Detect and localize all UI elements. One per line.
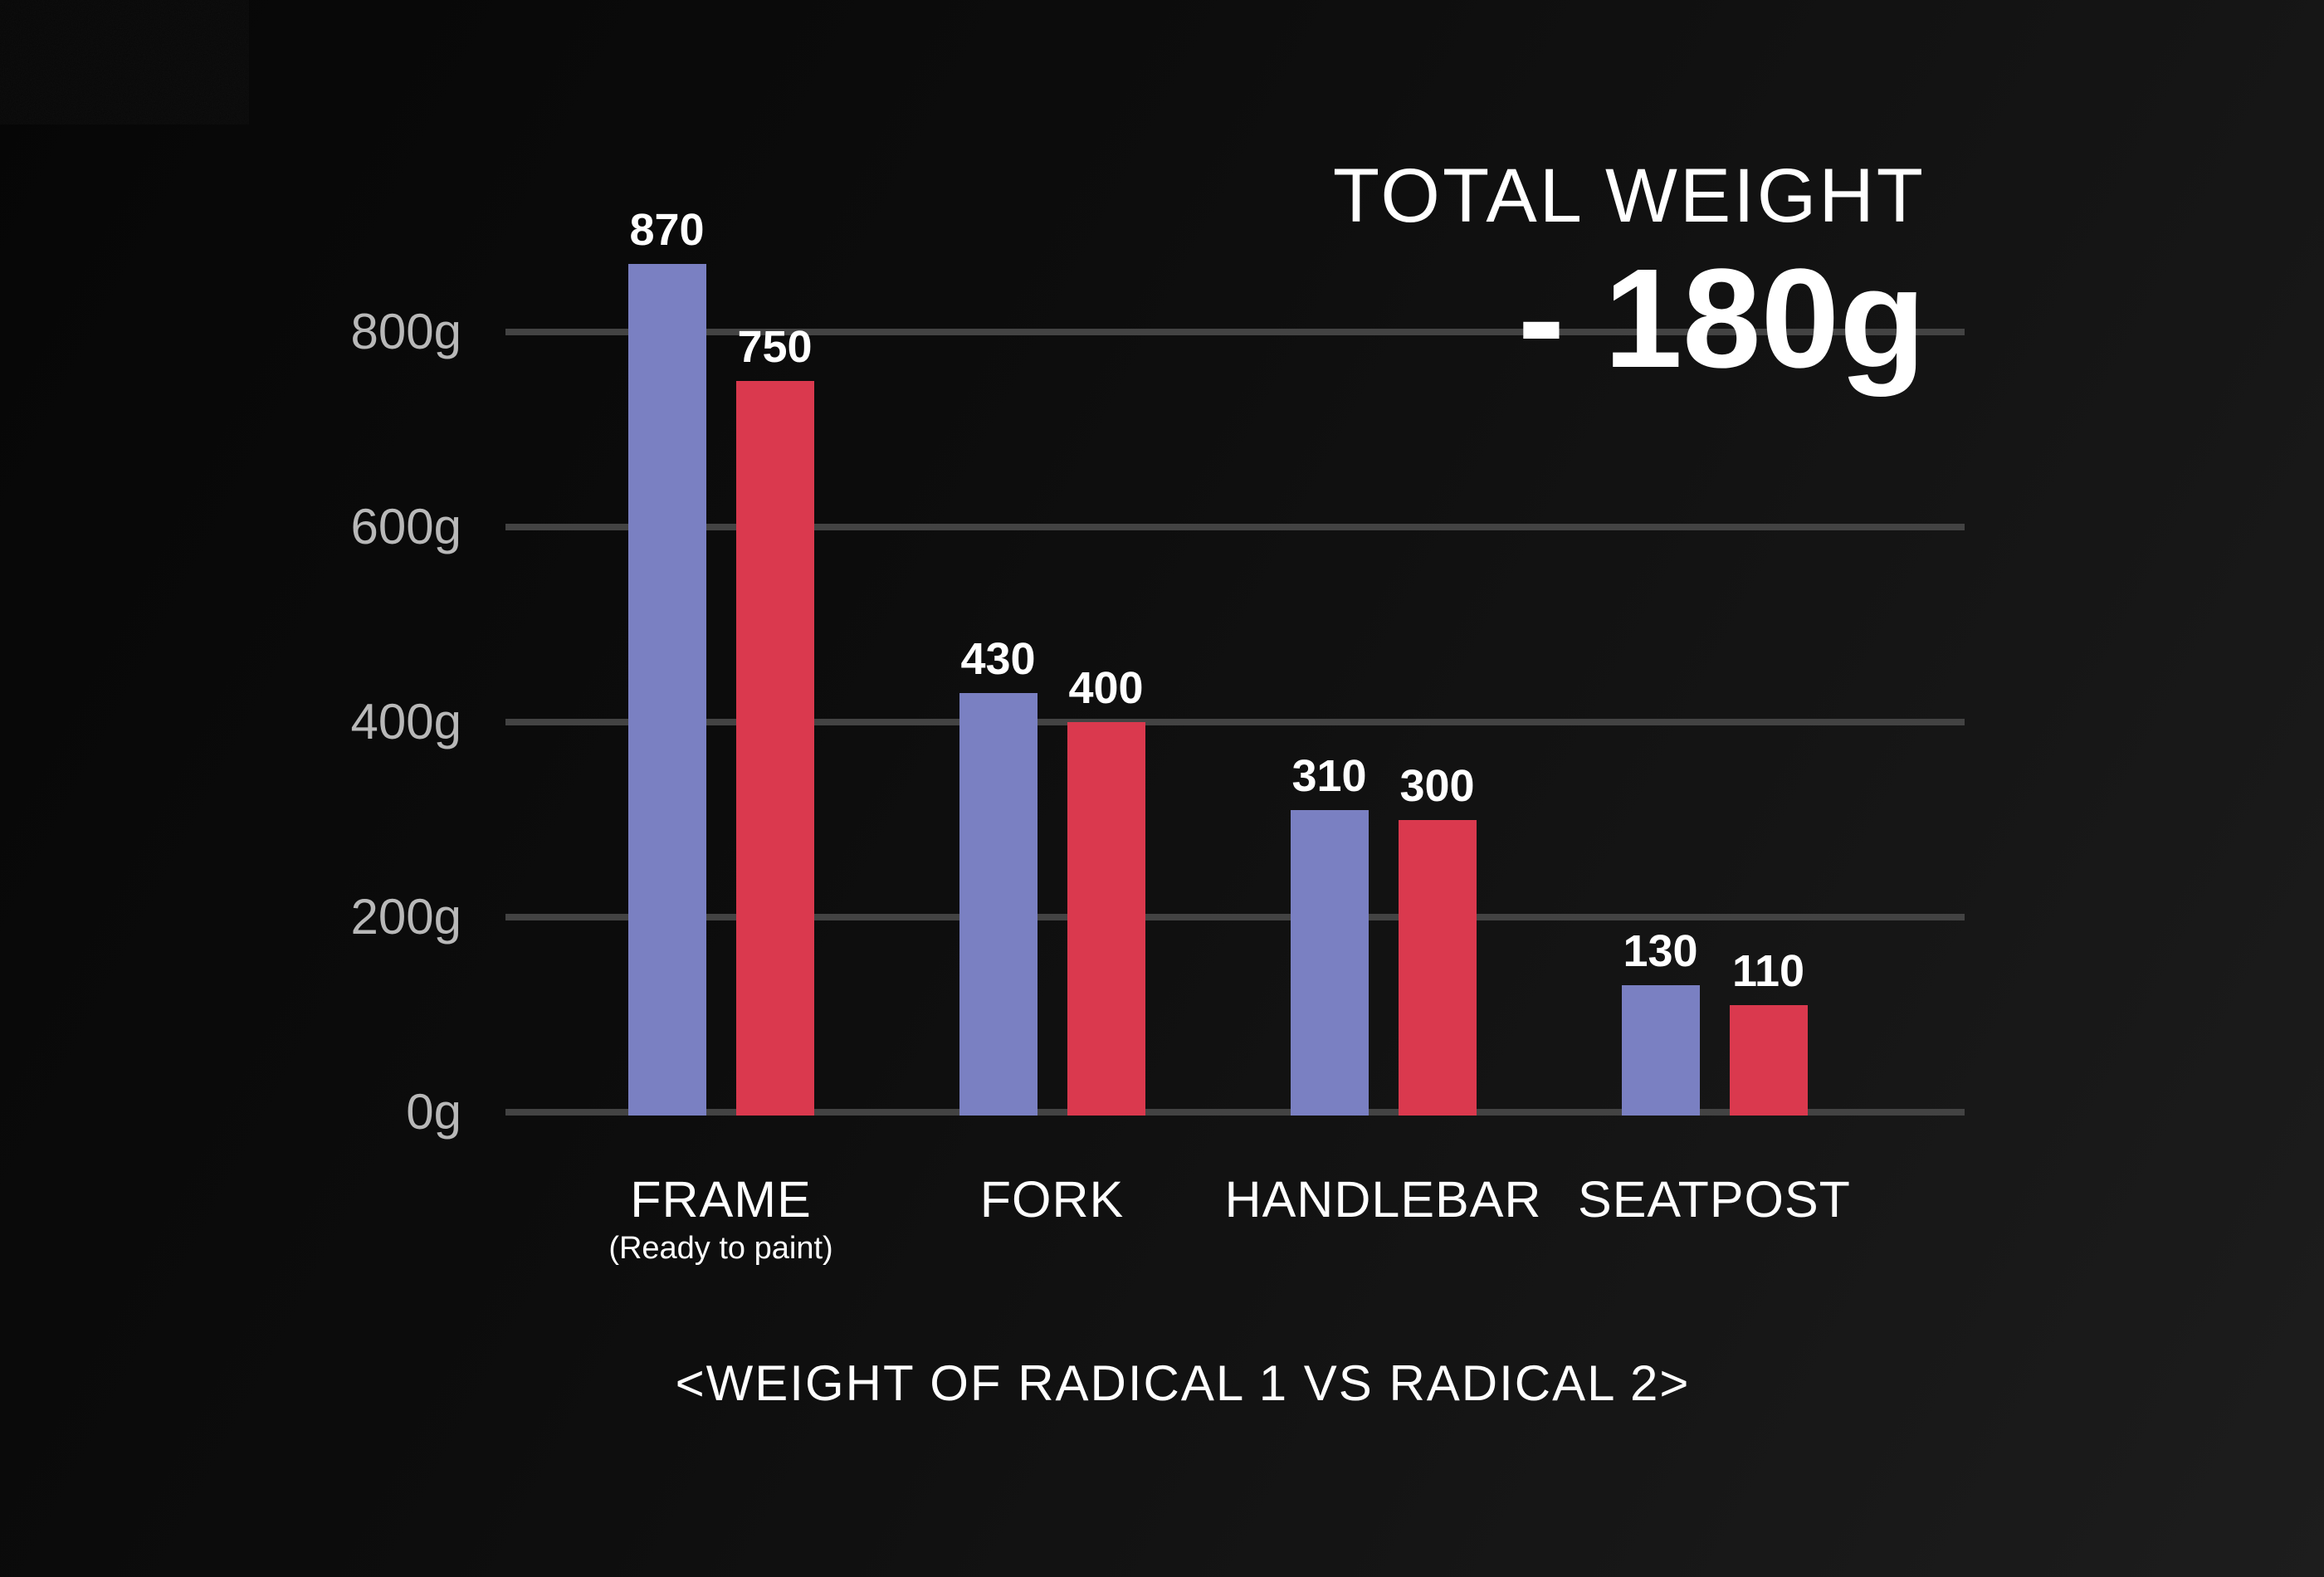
bar-fork-radical-2: 400	[1067, 666, 1145, 1116]
bar-value-label: 310	[1291, 750, 1367, 801]
bar-value-label: 750	[737, 321, 813, 372]
bar-handlebar-radical-1: 310	[1290, 754, 1369, 1116]
y-axis-tick-label: 200g	[350, 889, 461, 945]
bar-frame-radical-1: 870	[627, 208, 706, 1116]
bar-value-label: 430	[960, 633, 1036, 684]
total-weight-delta-value: - 180g	[1517, 239, 1926, 398]
bar-value-label: 300	[1399, 760, 1475, 811]
bar-fork-radical-1: 430	[959, 637, 1038, 1116]
category-label-handlebar: HANDLEBAR	[1224, 1171, 1542, 1228]
chart-caption: <WEIGHT OF RADICAL 1 VS RADICAL 2>	[675, 1355, 1691, 1411]
gridline-200g	[505, 914, 1965, 920]
category-label-fork: FORK	[979, 1171, 1125, 1228]
total-weight-title-block: TOTAL WEIGHT - 180g	[1333, 156, 1926, 389]
category-label-seatpost: SEATPOST	[1578, 1171, 1851, 1228]
y-axis-tick-label: 600g	[350, 499, 461, 554]
total-weight-heading: TOTAL WEIGHT	[1332, 154, 1926, 238]
y-axis-tick-label: 0g	[406, 1084, 461, 1140]
bar-frame-radical-2: 750	[735, 325, 814, 1116]
bar-value-label: 870	[629, 204, 705, 255]
y-axis-tick-label: 800g	[350, 304, 461, 359]
category-label-frame: FRAME	[630, 1171, 812, 1228]
y-axis-tick-label: 400g	[350, 694, 461, 749]
bar-value-label: 130	[1623, 926, 1698, 977]
bar-seatpost-radical-1: 130	[1621, 929, 1700, 1116]
category-sublabel-frame: (Ready to paint)	[608, 1231, 833, 1266]
bar-value-label: 110	[1731, 945, 1805, 996]
bar-seatpost-radical-2: 110	[1729, 949, 1808, 1116]
bar-handlebar-radical-2: 300	[1398, 764, 1477, 1116]
bar-value-label: 400	[1068, 663, 1144, 713]
gridline-0g	[505, 1109, 1965, 1116]
gridline-400g	[505, 719, 1965, 725]
gridline-600g	[505, 524, 1965, 530]
gridline-800g	[505, 329, 1965, 335]
